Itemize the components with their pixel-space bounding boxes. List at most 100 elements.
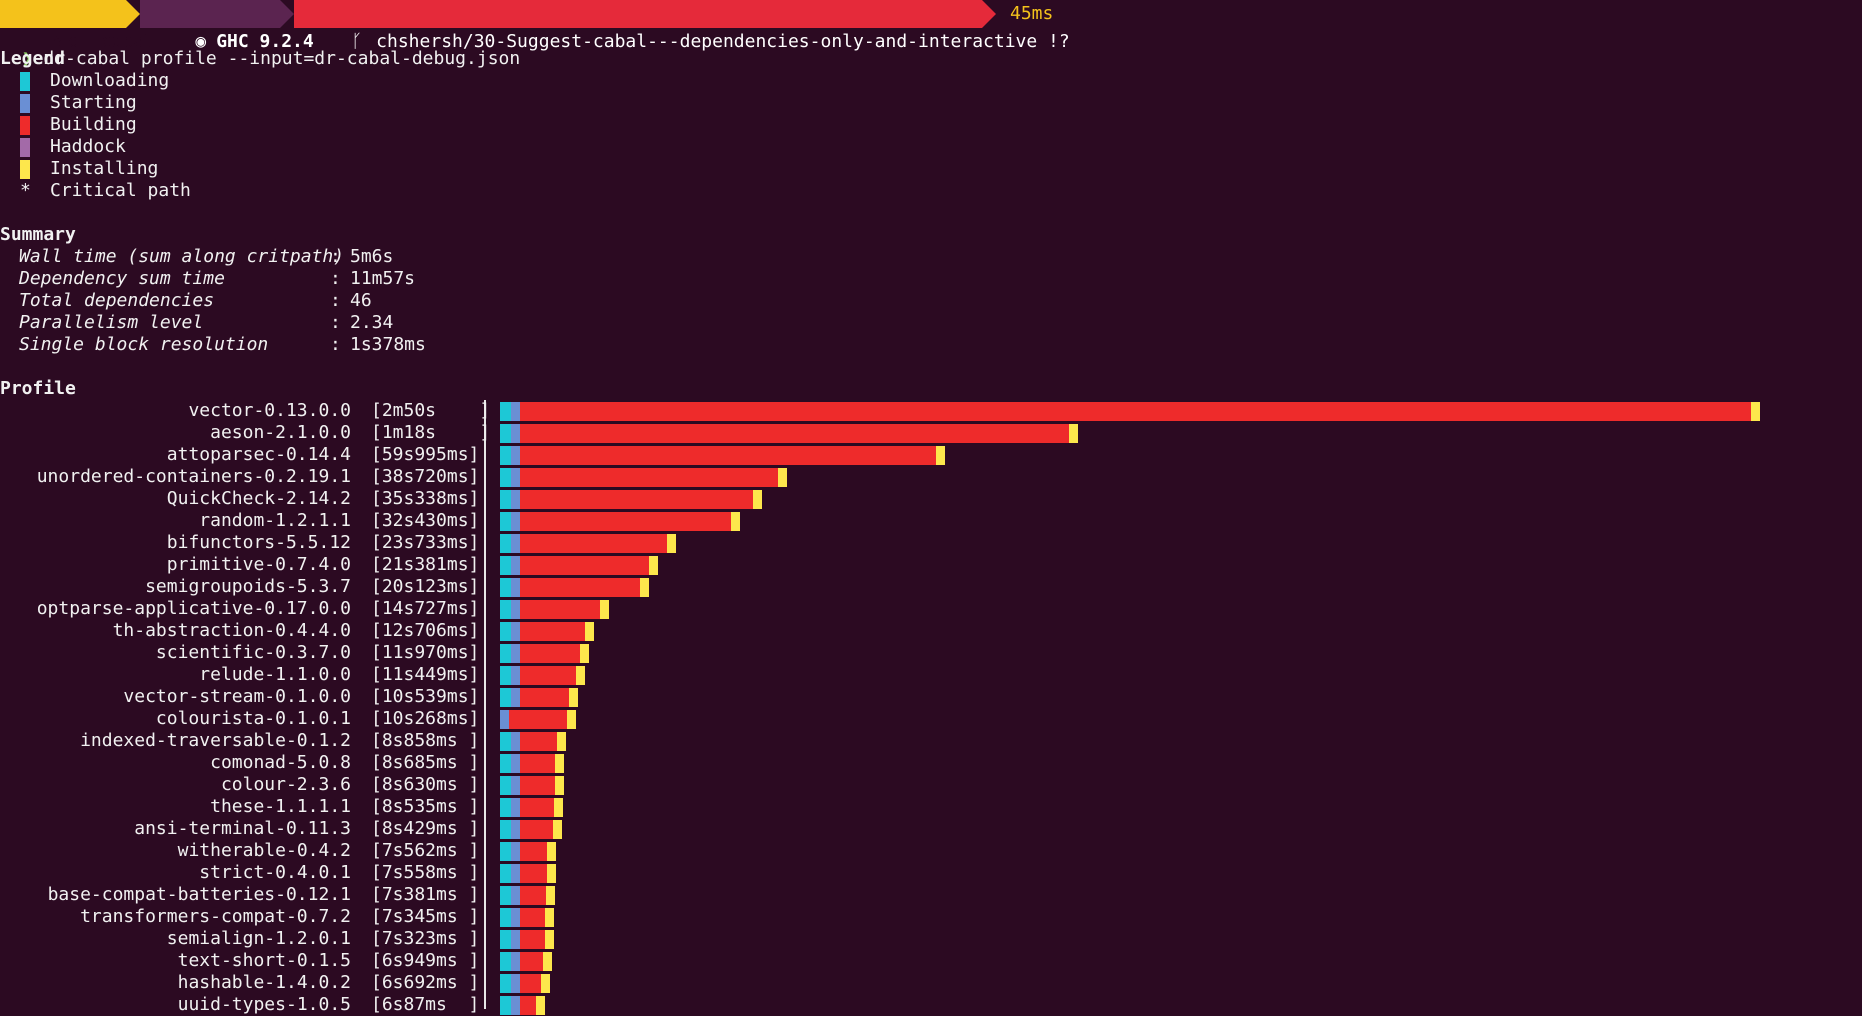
summary-title: Summary xyxy=(0,224,76,245)
profile-package-time: [7s381ms ] xyxy=(371,884,480,905)
profile-bar-installing xyxy=(553,820,562,839)
profile-package-time: [6s949ms ] xyxy=(371,950,480,971)
profile-package-time: [20s123ms] xyxy=(371,576,480,597)
profile-bar-installing xyxy=(567,710,576,729)
profile-bar-building xyxy=(520,732,557,751)
summary-value: 11m57s xyxy=(350,268,416,289)
profile-bar-downloading xyxy=(500,402,511,421)
profile-bar-installing xyxy=(731,512,740,531)
prompt-branch-segment: ᚴ chshersh/30-Suggest-cabal---dependencie… xyxy=(294,0,1070,52)
profile-bar-installing xyxy=(536,996,545,1015)
profile-package-name: text-short-0.1.5 xyxy=(177,950,351,971)
profile-bar-starting xyxy=(511,556,520,575)
profile-bar-downloading xyxy=(500,490,511,509)
profile-title: Profile xyxy=(0,378,76,399)
prompt-char: ❯ xyxy=(21,48,33,69)
profile-bar-building xyxy=(520,468,778,487)
prompt-branch-arrow xyxy=(982,0,996,28)
profile-bar-building xyxy=(520,424,1069,443)
profile-bar-installing xyxy=(649,556,658,575)
profile-bar-building xyxy=(520,754,555,773)
profile-package-name: relude-1.1.0.0 xyxy=(199,664,351,685)
profile-bar-building xyxy=(520,776,555,795)
legend-label: Haddock xyxy=(50,136,126,157)
profile-package-name: ansi-terminal-0.11.3 xyxy=(134,818,351,839)
profile-bar-building xyxy=(520,820,553,839)
profile-bar-downloading xyxy=(500,600,511,619)
profile-package-time: [10s268ms] xyxy=(371,708,480,729)
profile-package-time: [6s692ms ] xyxy=(371,972,480,993)
profile-bar-starting xyxy=(511,930,520,949)
profile-package-name: random-1.2.1.1 xyxy=(199,510,351,531)
profile-package-name: witherable-0.4.2 xyxy=(177,840,351,861)
profile-bar-downloading xyxy=(500,424,511,443)
prompt-ghc-arrow xyxy=(280,0,294,28)
profile-bar-downloading xyxy=(500,864,511,883)
profile-bar-starting xyxy=(511,732,520,751)
profile-bar-installing xyxy=(576,666,585,685)
profile-bar-building xyxy=(520,578,640,597)
profile-package-time: [21s381ms] xyxy=(371,554,480,575)
profile-bar-downloading xyxy=(500,666,511,685)
prompt-dir-arrow xyxy=(126,0,140,28)
profile-package-time: [8s535ms ] xyxy=(371,796,480,817)
summary-value: 1s378ms xyxy=(350,334,426,355)
profile-bar-installing xyxy=(1751,402,1760,421)
profile-bar-starting xyxy=(511,424,520,443)
profile-bar-starting xyxy=(511,578,520,597)
summary-colon: : xyxy=(330,290,341,311)
profile-bar-installing xyxy=(546,886,555,905)
profile-bar-downloading xyxy=(500,534,511,553)
profile-bar-installing xyxy=(554,798,563,817)
profile-bar-starting xyxy=(511,908,520,927)
profile-package-name: semialign-1.2.0.1 xyxy=(166,928,351,949)
profile-package-time: [11s970ms] xyxy=(371,642,480,663)
profile-bar-building xyxy=(520,600,600,619)
profile-bar-starting xyxy=(511,974,520,993)
profile-package-time: [23s733ms] xyxy=(371,532,480,553)
prompt-ghc-segment: ◉ GHC 9.2.4 xyxy=(140,0,314,52)
profile-bar-downloading xyxy=(500,644,511,663)
legend-swatch xyxy=(20,116,30,135)
summary-colon: : xyxy=(330,312,341,333)
profile-bar-starting xyxy=(511,644,520,663)
profile-package-time: [6s87ms ] xyxy=(371,994,480,1015)
profile-bar-downloading xyxy=(500,776,511,795)
profile-bar-starting xyxy=(511,468,520,487)
profile-bar-downloading xyxy=(500,798,511,817)
profile-package-name: vector-0.13.0.0 xyxy=(188,400,351,421)
profile-axis-separator xyxy=(484,400,486,1009)
profile-package-time: [32s430ms] xyxy=(371,510,480,531)
git-branch-icon: ᚴ xyxy=(351,31,363,52)
profile-bar-installing xyxy=(585,622,594,641)
profile-package-time: [7s558ms ] xyxy=(371,862,480,883)
profile-bar-downloading xyxy=(500,446,511,465)
profile-bar-downloading xyxy=(500,468,511,487)
profile-bar-installing xyxy=(545,908,554,927)
profile-bar-starting xyxy=(511,490,520,509)
profile-bar-starting xyxy=(511,688,520,707)
profile-bar-building xyxy=(520,688,569,707)
profile-bar-building xyxy=(520,402,1751,421)
profile-package-time: [7s562ms ] xyxy=(371,840,480,861)
summary-label: Total dependencies xyxy=(19,290,215,311)
profile-bar-installing xyxy=(569,688,578,707)
profile-bar-starting xyxy=(511,512,520,531)
profile-package-time: [35s338ms] xyxy=(371,488,480,509)
summary-label: Parallelism level xyxy=(19,312,204,333)
profile-bar-building xyxy=(520,622,585,641)
profile-bar-building xyxy=(520,996,536,1015)
profile-bar-building xyxy=(520,666,576,685)
profile-package-name: uuid-types-1.0.5 xyxy=(177,994,351,1015)
profile-bar-installing xyxy=(555,754,564,773)
profile-bar-starting xyxy=(511,996,520,1015)
critical-path-label: Critical path xyxy=(50,180,191,201)
profile-bar-downloading xyxy=(500,952,511,971)
profile-bar-installing xyxy=(1069,424,1078,443)
profile-bar-building xyxy=(520,952,543,971)
profile-bar-starting xyxy=(511,776,520,795)
profile-bar-downloading xyxy=(500,578,511,597)
legend-title: Legend xyxy=(0,48,66,69)
profile-bar-building xyxy=(520,930,545,949)
legend-swatch xyxy=(20,72,30,91)
